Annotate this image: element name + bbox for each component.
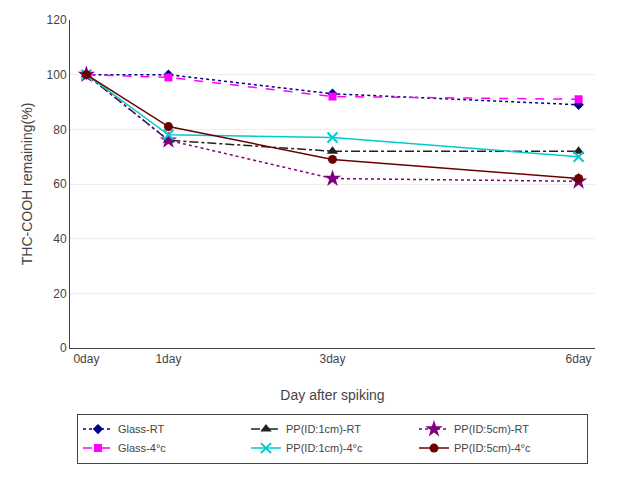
svg-text:20: 20 [53, 287, 67, 301]
svg-text:PP(ID:5cm)-4°c: PP(ID:5cm)-4°c [454, 442, 531, 454]
svg-text:6day: 6day [566, 352, 592, 366]
svg-text:PP(ID:5cm)-RT: PP(ID:5cm)-RT [454, 423, 529, 435]
svg-text:80: 80 [53, 123, 67, 137]
svg-text:Glass-RT: Glass-RT [118, 423, 165, 435]
svg-text:0: 0 [60, 341, 67, 355]
svg-text:120: 120 [47, 13, 67, 27]
svg-text:3day: 3day [319, 352, 345, 366]
svg-text:40: 40 [53, 232, 67, 246]
svg-text:PP(ID:1cm)-RT: PP(ID:1cm)-RT [286, 423, 361, 435]
svg-text:1day: 1day [155, 352, 181, 366]
svg-text:100: 100 [47, 68, 67, 82]
svg-text:PP(ID:1cm)-4°c: PP(ID:1cm)-4°c [286, 442, 363, 454]
svg-text:THC-COOH remaining(%): THC-COOH remaining(%) [19, 103, 35, 266]
svg-text:Day after spiking: Day after spiking [280, 387, 384, 403]
svg-text:60: 60 [53, 177, 67, 191]
svg-text:Glass-4°c: Glass-4°c [118, 442, 166, 454]
svg-text:0day: 0day [73, 352, 99, 366]
